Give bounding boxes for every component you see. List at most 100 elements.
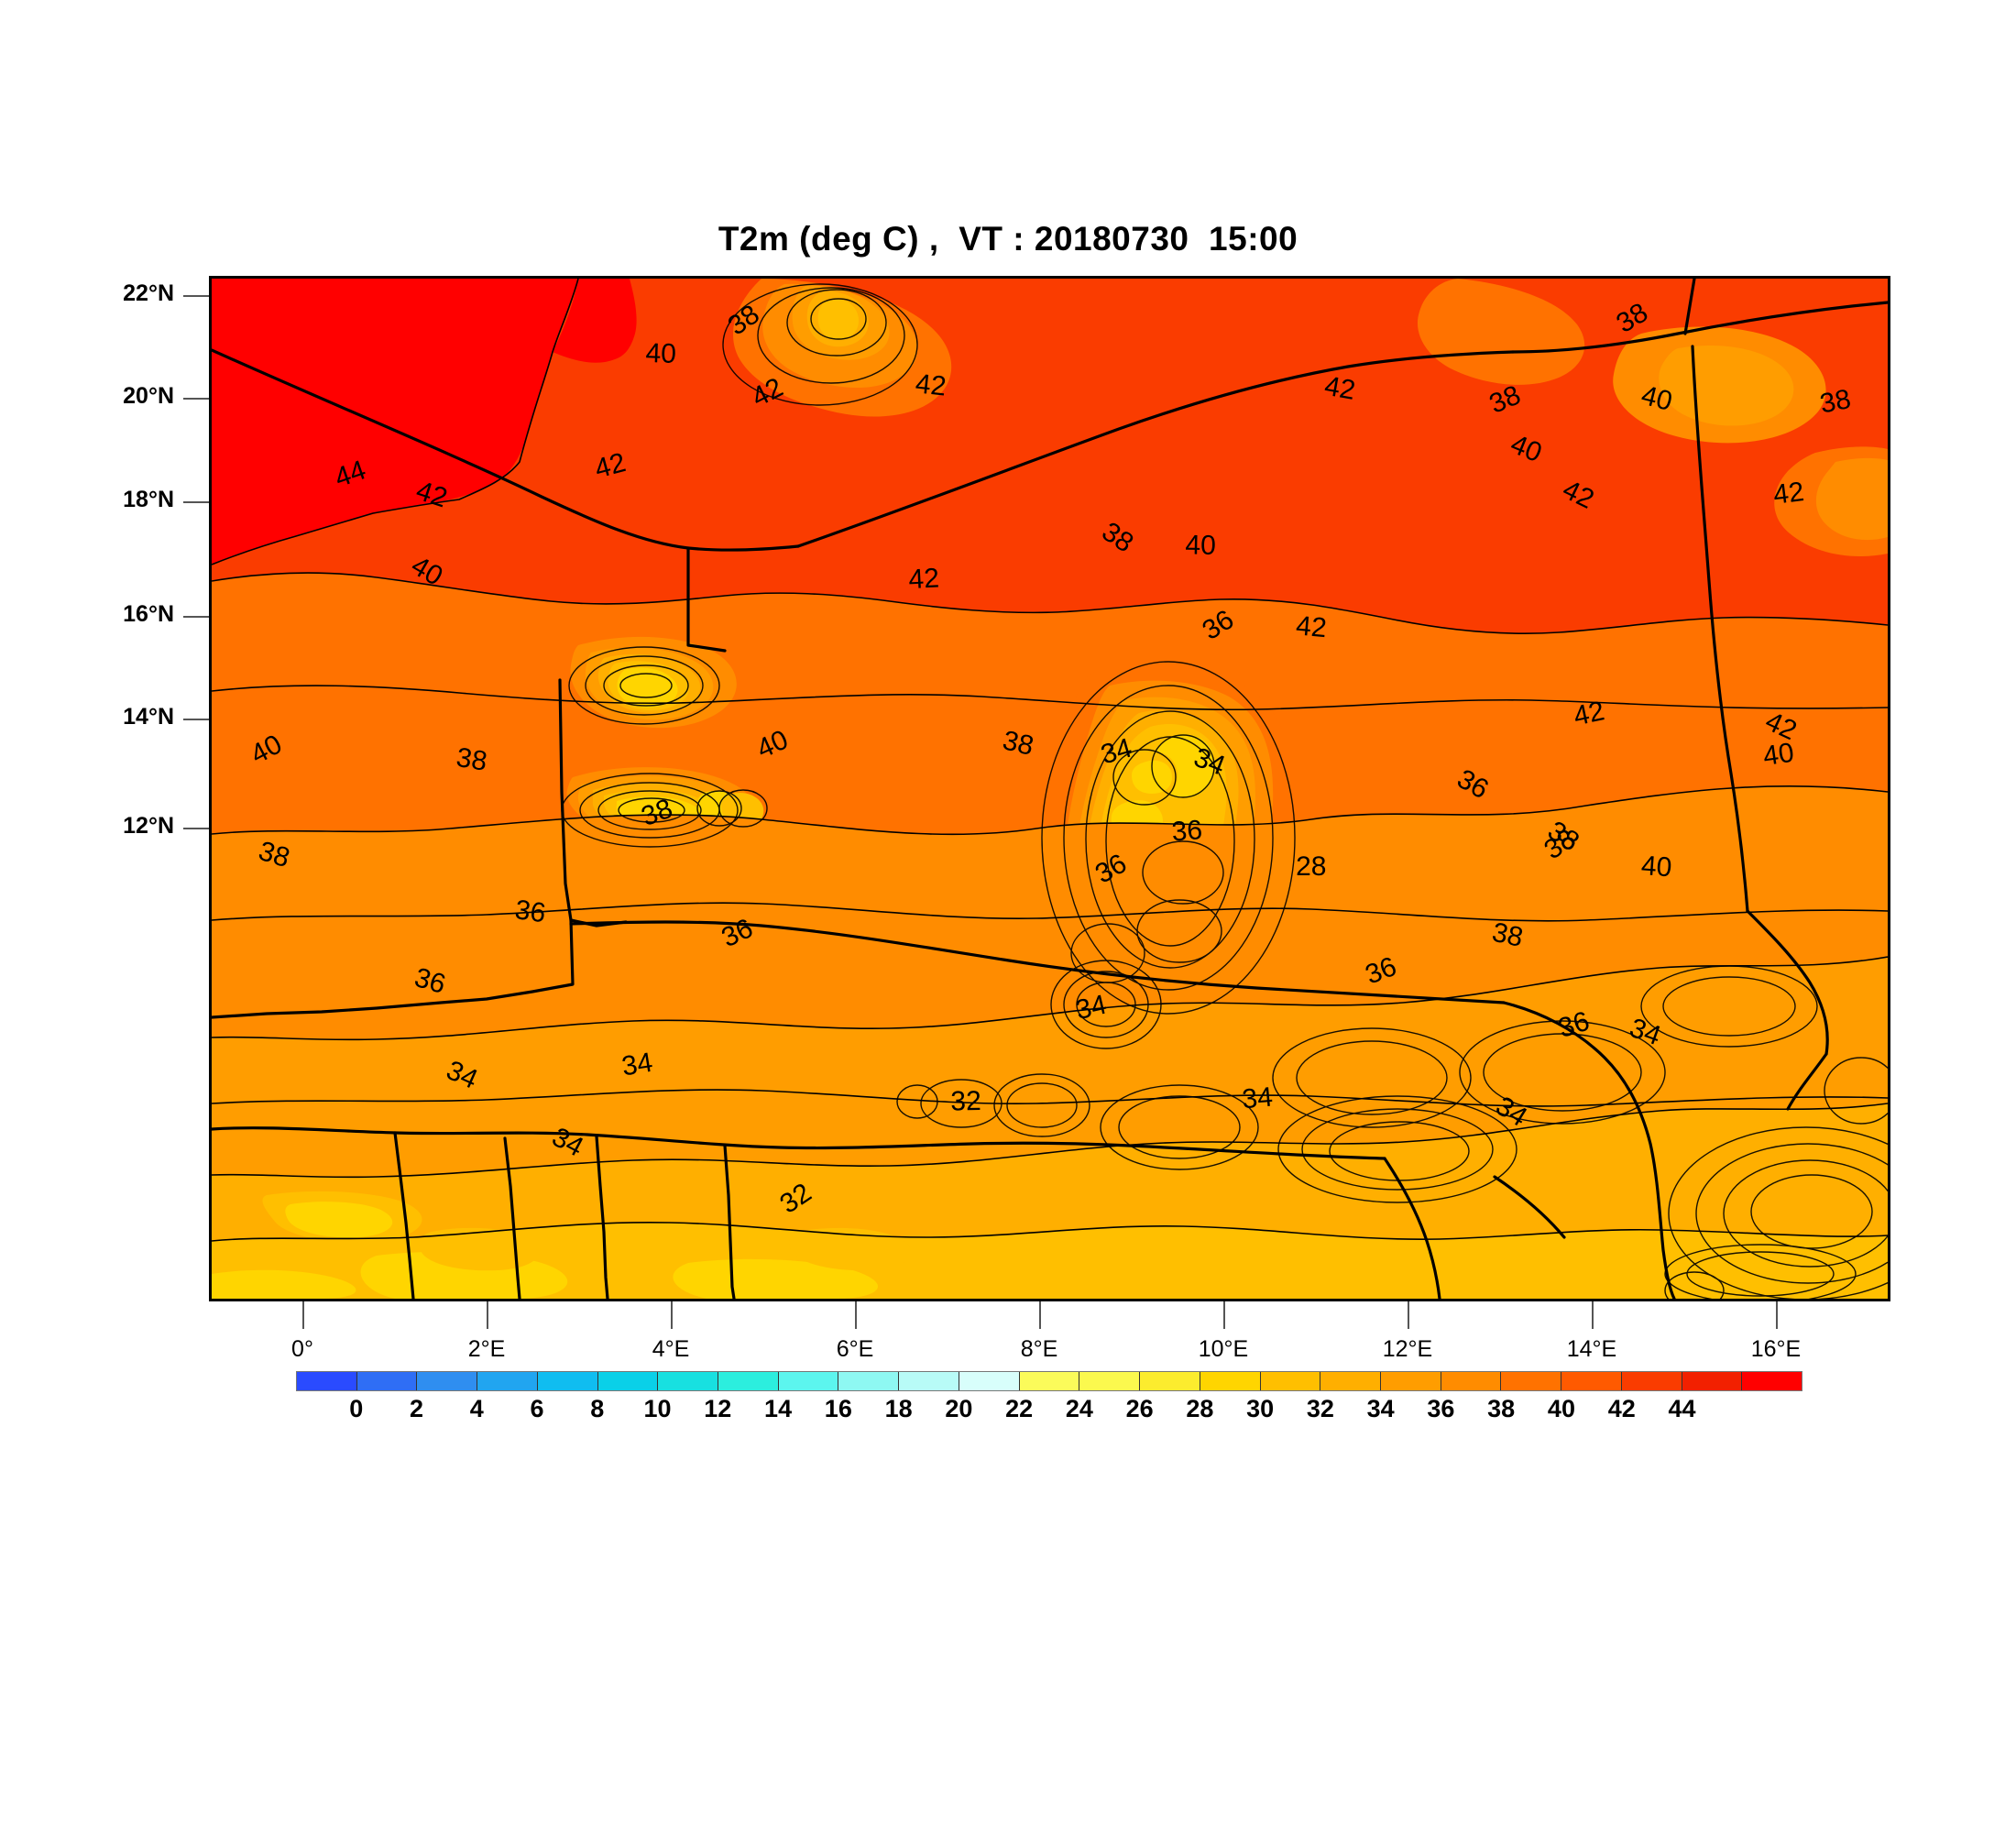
contour-label: 42 [908, 563, 940, 595]
contour-label: 42 [1771, 477, 1805, 510]
colorbar-tick-label: 30 [1246, 1395, 1275, 1422]
colorbar-tick-label: 8 [590, 1395, 605, 1422]
longitude-label: 4°E [652, 1336, 690, 1362]
colorbar-segment[interactable] [1621, 1372, 1682, 1390]
page-title: T2m (deg C) , VT : 20180730 15:00 [718, 220, 1298, 258]
longitude-tick [1039, 1301, 1041, 1329]
colorbar-segment[interactable] [1380, 1372, 1441, 1390]
colorbar-segment[interactable] [1320, 1372, 1381, 1390]
colorbar-tick-label: 14 [764, 1395, 793, 1422]
colorbar-tick-label: 12 [704, 1395, 732, 1422]
contour-label-group: 32 [950, 1086, 981, 1117]
colorbar-tick-label: 10 [643, 1395, 672, 1422]
colorbar-tick-label: 20 [945, 1395, 973, 1422]
colorbar-segment[interactable] [778, 1372, 839, 1390]
colorbar-tick-label: 42 [1607, 1395, 1636, 1422]
contour-label: 34 [1073, 990, 1110, 1026]
colorbar-segment[interactable] [477, 1372, 538, 1390]
contour-label-group: 34 [1241, 1082, 1274, 1115]
contour-label-group: 42 [1771, 477, 1805, 510]
colorbar-segment[interactable] [838, 1372, 900, 1390]
contour-label: 38 [1489, 917, 1526, 953]
contour-label: 34 [1241, 1082, 1274, 1115]
colorbar-segment[interactable] [1742, 1372, 1802, 1390]
contour-label: 40 [645, 338, 677, 369]
longitude-tick [1776, 1301, 1778, 1329]
colorbar-segment[interactable] [658, 1372, 719, 1390]
colorbar-tick-label: 36 [1427, 1395, 1455, 1422]
contour-label: 36 [513, 895, 548, 928]
contour-label: 42 [1571, 696, 1607, 731]
latitude-label: 18°N [123, 487, 174, 512]
colorbar-tick-label: 40 [1547, 1395, 1575, 1422]
longitude-tick [855, 1301, 857, 1329]
contour-label: 38 [1000, 725, 1036, 762]
colorbar-segment[interactable] [537, 1372, 598, 1390]
colorbar[interactable] [296, 1371, 1802, 1391]
contour-label: 36 [1171, 815, 1204, 847]
colorbar-segment[interactable] [718, 1372, 779, 1390]
longitude-tick [1592, 1301, 1594, 1329]
contour-label: 42 [1322, 371, 1358, 406]
colorbar-segment[interactable] [417, 1372, 478, 1390]
colorbar-segment[interactable] [1561, 1372, 1622, 1390]
colorbar-tick-label: 6 [530, 1395, 544, 1422]
contour-label-group: 38 [455, 742, 489, 777]
contour-label: 40 [1638, 380, 1675, 417]
contour-label: 34 [619, 1048, 654, 1082]
contour-label-group: 38 [1817, 384, 1853, 420]
latitude-label: 20°N [123, 383, 174, 409]
map-clip: 38 40 38 42 42 42 38 40 44 42 42 40 38 42 42 40 42 38 40 36… [212, 279, 1888, 1299]
longitude-label: 10°E [1198, 1336, 1249, 1362]
contour-label-group: 40 [645, 338, 677, 369]
colorbar-segment[interactable] [1019, 1372, 1080, 1390]
contour-label: 40 [1185, 530, 1216, 561]
colorbar-tick-label: 44 [1668, 1395, 1696, 1422]
longitude-label: 6°E [836, 1336, 874, 1362]
colorbar-tick-label: 28 [1186, 1395, 1214, 1422]
colorbar-segment[interactable] [356, 1372, 418, 1390]
map-plot-area[interactable]: 38 40 38 42 42 42 38 40 44 42 42 40 38 42 42 40 42 38 40 36… [209, 276, 1890, 1301]
contour-label-group: 28 [1296, 851, 1326, 882]
contour-label: 38 [455, 742, 489, 777]
colorbar-segment[interactable] [1200, 1372, 1261, 1390]
colorbar-segment[interactable] [1501, 1372, 1562, 1390]
colorbar-tick-label: 34 [1366, 1395, 1395, 1422]
colorbar-tick-label: 16 [824, 1395, 852, 1422]
contour-label-group: 36 [1171, 815, 1204, 847]
longitude-label: 16°E [1750, 1336, 1802, 1362]
contour-label: 40 [1640, 851, 1673, 883]
contour-label-group: 40 [1761, 738, 1796, 772]
contour-label: 40 [1761, 738, 1796, 772]
colorbar-segment[interactable] [1079, 1372, 1141, 1390]
colorbar-tick-label: 26 [1125, 1395, 1154, 1422]
latitude-tick [183, 398, 209, 400]
contour-label-group: 42 [1571, 696, 1607, 731]
colorbar-segment[interactable] [1260, 1372, 1321, 1390]
contour-label-group: 34 [619, 1048, 654, 1082]
longitude-tick [1408, 1301, 1409, 1329]
colorbar-tick-label: 32 [1306, 1395, 1334, 1422]
colorbar-tick-label: 4 [469, 1395, 484, 1422]
colorbar-tick-label: 24 [1065, 1395, 1093, 1422]
contour-label-group: 36 [513, 895, 548, 928]
colorbar-segment[interactable] [959, 1372, 1020, 1390]
contour-label-group: 42 [908, 563, 940, 595]
colorbar-segment[interactable] [597, 1372, 659, 1390]
colorbar-tick-labels: 0 2 4 6 8 10 12 14 16 18 20 22 24 26 28 30 32 34 36 38 40 42 4… [296, 1395, 1802, 1432]
colorbar-segment[interactable] [899, 1372, 959, 1390]
colorbar-segment[interactable] [297, 1372, 357, 1390]
contour-label: 38 [1817, 384, 1853, 420]
colorbar-segment[interactable] [1441, 1372, 1502, 1390]
latitude-tick [183, 616, 209, 618]
contour-label-group: 38 [1489, 917, 1526, 953]
contour-label: 42 [914, 368, 948, 401]
contour-label: 42 [1295, 610, 1328, 643]
latitude-tick [183, 828, 209, 829]
colorbar-segment[interactable] [1140, 1372, 1200, 1390]
contour-label-group: 40 [1638, 380, 1675, 417]
latitude-label: 14°N [123, 704, 174, 730]
colorbar-segment[interactable] [1682, 1372, 1743, 1390]
